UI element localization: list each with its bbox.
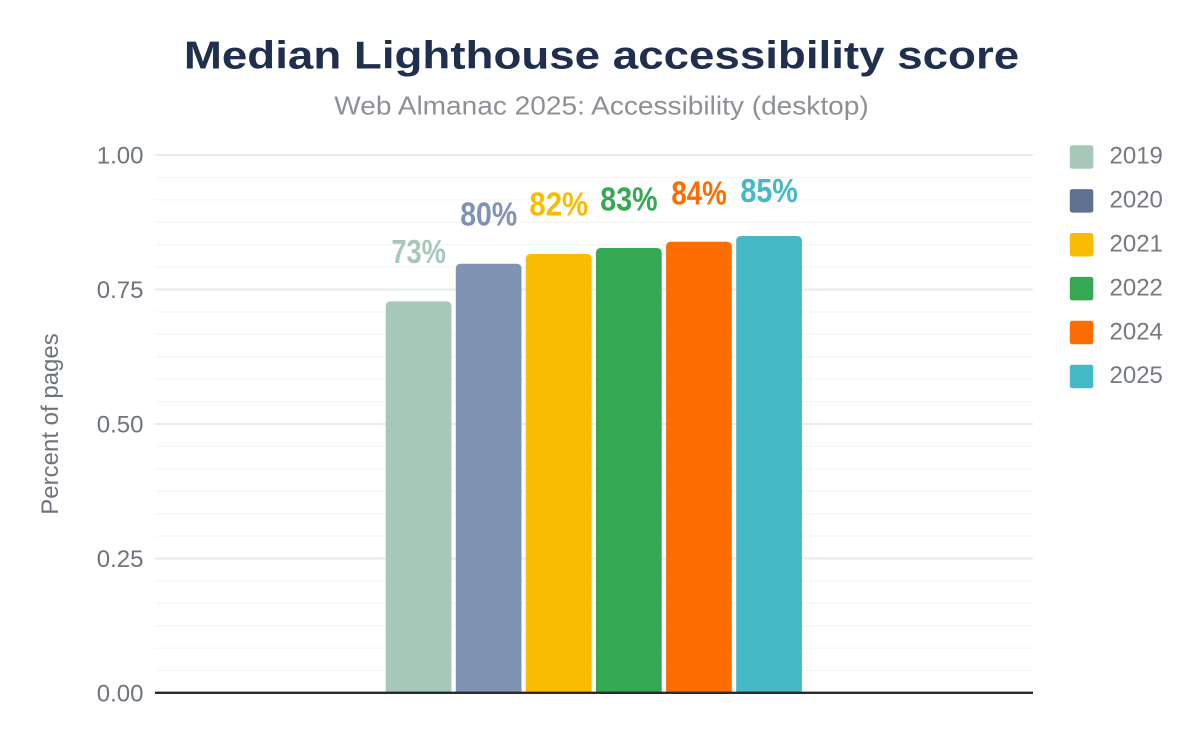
svg-text:Percent of pages: Percent of pages [37,333,64,514]
svg-text:82%: 82% [529,185,588,222]
svg-text:0.75: 0.75 [97,277,144,304]
svg-text:0.25: 0.25 [97,546,144,573]
svg-text:2019: 2019 [1110,143,1163,170]
svg-text:2020: 2020 [1110,187,1163,214]
svg-text:83%: 83% [600,181,657,218]
svg-text:Median Lighthouse accessibilit: Median Lighthouse accessibility score [184,35,1019,78]
svg-text:73%: 73% [391,233,446,270]
svg-text:2024: 2024 [1110,318,1163,345]
svg-text:2025: 2025 [1110,362,1163,389]
svg-text:2021: 2021 [1110,231,1163,258]
svg-text:84%: 84% [671,175,726,212]
svg-text:0.00: 0.00 [97,680,144,707]
svg-text:80%: 80% [460,196,517,233]
svg-text:85%: 85% [740,172,798,209]
svg-text:Web Almanac 2025: Accessibilit: Web Almanac 2025: Accessibility (desktop… [334,91,868,121]
svg-text:1.00: 1.00 [97,143,144,170]
svg-text:2022: 2022 [1110,274,1163,301]
svg-text:0.50: 0.50 [97,412,144,439]
